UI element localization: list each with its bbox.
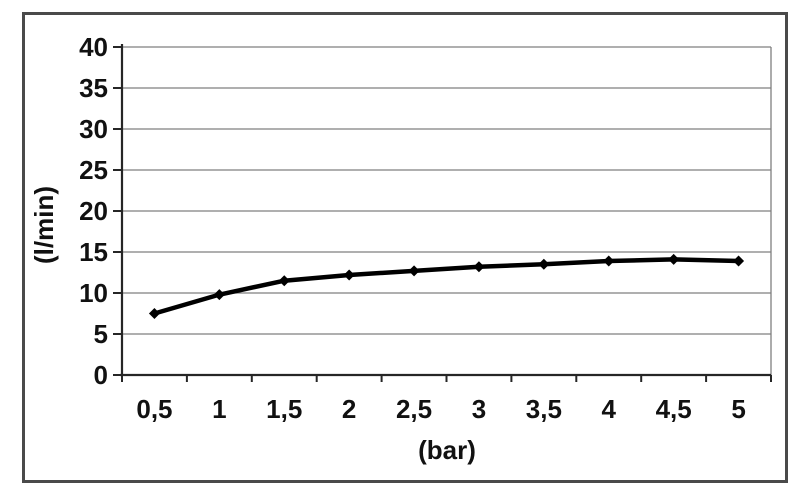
x-tick-label: 4,5 — [655, 394, 692, 424]
data-point-marker — [473, 261, 485, 273]
data-point-marker — [668, 253, 680, 265]
x-tick-label: 3 — [471, 394, 487, 424]
y-tick-label: 20 — [79, 196, 108, 226]
data-point-marker — [213, 289, 225, 301]
y-tick-label: 35 — [79, 73, 108, 103]
x-tick-label: 4 — [601, 394, 616, 424]
data-point-marker — [278, 275, 290, 287]
data-point-marker — [733, 255, 745, 267]
y-tick-label: 25 — [79, 155, 108, 185]
x-tick-label: 3,5 — [525, 394, 562, 424]
chart-frame — [22, 12, 788, 483]
data-point-marker — [343, 269, 355, 281]
x-tick-label: 0,5 — [136, 394, 173, 424]
data-point-marker — [538, 258, 550, 270]
data-point-marker — [408, 265, 420, 277]
data-point-marker — [603, 255, 615, 267]
x-tick-label: 2 — [341, 394, 357, 424]
x-axis-title: (bar) — [418, 435, 476, 465]
y-tick-label: 40 — [79, 32, 108, 62]
x-tick-label: 5 — [731, 394, 746, 424]
data-point-marker — [148, 308, 160, 319]
y-tick-label: 0 — [93, 360, 108, 390]
y-tick-label: 5 — [93, 319, 108, 349]
x-tick-label: 2,5 — [395, 394, 433, 424]
y-tick-label: 30 — [79, 114, 108, 144]
y-tick-label: 15 — [79, 237, 108, 267]
x-tick-label: 1 — [212, 394, 227, 424]
y-tick-label: 10 — [79, 278, 108, 308]
y-axis-title: (l/min) — [29, 186, 59, 264]
series-line — [152, 257, 741, 316]
x-tick-label: 1,5 — [266, 394, 303, 424]
